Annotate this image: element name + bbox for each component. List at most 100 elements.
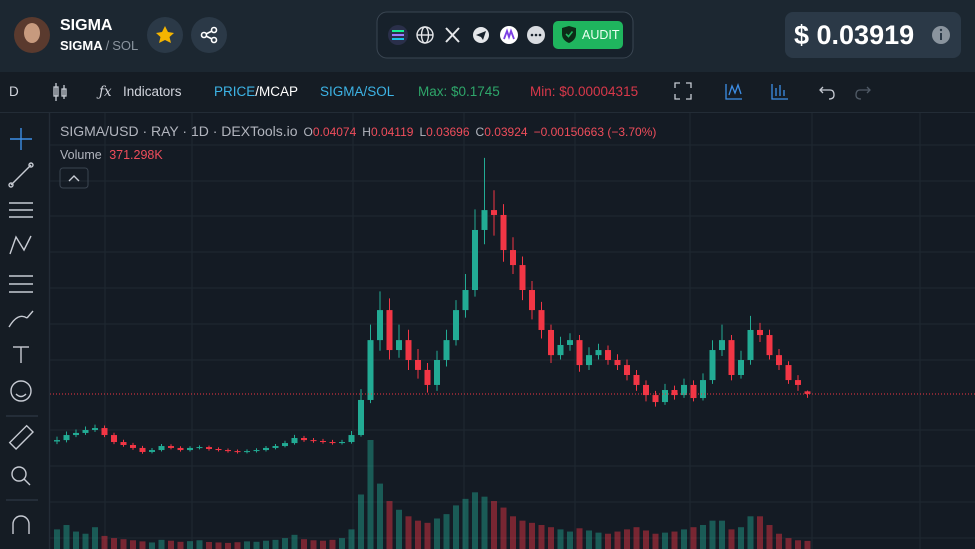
pattern-tool[interactable] (9, 235, 32, 255)
line-tool[interactable] (8, 162, 34, 188)
ruler-tool[interactable] (8, 424, 35, 451)
ohlc-value: 0.04119 (370, 125, 414, 139)
candle-body (234, 451, 241, 453)
favorite-button[interactable] (147, 17, 183, 53)
volume-bar (510, 516, 516, 549)
volume-bar (766, 525, 773, 549)
volume-bar (367, 440, 374, 549)
website-link[interactable] (416, 26, 434, 44)
candle-body (462, 290, 469, 311)
magnet-tool[interactable] (12, 515, 30, 534)
volume-bar (348, 529, 355, 549)
candle-body (510, 250, 516, 266)
volume-bar (652, 533, 659, 549)
candle-body (472, 229, 478, 291)
candles (50, 157, 975, 454)
other-link[interactable] (500, 26, 518, 44)
fullscreen-button[interactable] (674, 82, 692, 100)
candle-body (111, 435, 117, 443)
emoji-tool[interactable] (10, 380, 32, 402)
change-value: −0.00150663 (−3.70%) (533, 125, 657, 139)
crosshair-tool[interactable] (10, 128, 32, 150)
candle-body (177, 447, 184, 451)
redo-button[interactable] (855, 86, 871, 100)
candle-body (320, 440, 326, 443)
pair-quote: SOL (112, 38, 138, 53)
volume-bar (747, 516, 754, 549)
bars-button[interactable] (771, 84, 788, 100)
volume-bar (187, 541, 193, 549)
x-link[interactable] (445, 27, 460, 43)
volume-bar (405, 516, 412, 549)
volume-bar (63, 525, 70, 549)
price-info-button[interactable] (932, 26, 950, 44)
fib-tool[interactable] (9, 202, 33, 218)
token-name: SIGMA (60, 17, 113, 34)
volume-bar (120, 539, 127, 549)
candle-body (538, 310, 545, 330)
measure-lines-tool[interactable] (9, 275, 33, 293)
candle-body (196, 447, 203, 449)
zoom-tool[interactable] (11, 466, 31, 486)
volume-bar (263, 540, 269, 549)
volume-bar (54, 529, 60, 549)
volume-bar (377, 483, 383, 549)
avatar-face (24, 23, 40, 43)
volume-bar (396, 509, 402, 549)
candle-body (101, 428, 108, 436)
chart-type-button[interactable] (52, 82, 68, 102)
candles-button[interactable] (725, 83, 742, 100)
ohlc-key: C (475, 125, 485, 139)
volume-title: Volume (60, 148, 102, 162)
volume-value: 371.298K (109, 148, 163, 162)
candle-body (253, 450, 260, 452)
telegram-link[interactable] (473, 27, 489, 43)
undo-button[interactable] (819, 86, 835, 100)
candle-body (443, 340, 450, 360)
volume-bar (234, 542, 241, 549)
candle-body (187, 447, 193, 451)
volume-bar (614, 531, 621, 549)
volume-bar (339, 538, 345, 549)
solana-link[interactable] (388, 25, 408, 45)
candle-body (728, 340, 735, 376)
volume-bar (82, 533, 89, 549)
volume-bar (700, 525, 706, 549)
volume-bar (73, 531, 79, 549)
text-tool[interactable] (13, 346, 29, 363)
candle-body (415, 359, 421, 370)
more-button[interactable] (527, 26, 545, 44)
volume-bar (320, 540, 326, 549)
indicators-button[interactable]: Indicators (123, 84, 182, 99)
price-mcap-toggle[interactable]: PRICE/MCAP (214, 84, 298, 99)
volume-legend: Volume 371.298K (60, 148, 163, 162)
volume-bar (671, 531, 678, 549)
volume-bar (253, 541, 260, 549)
candle-body (690, 384, 697, 399)
candle-body (671, 390, 678, 396)
volume-bar (709, 520, 716, 549)
volume-bar (272, 539, 279, 549)
volume-bar (139, 541, 146, 549)
candle-body (263, 447, 269, 451)
volume-bar (92, 527, 98, 549)
candle-body (614, 359, 621, 366)
volume-bar (728, 529, 735, 549)
collapse-button[interactable] (59, 167, 89, 189)
volume-bar (681, 529, 687, 549)
candle-body (785, 365, 792, 381)
candle-body (63, 435, 70, 441)
interval-button[interactable]: D (9, 84, 19, 99)
candle-body (386, 310, 393, 351)
pair-toggle[interactable]: SIGMA/SOL (320, 84, 395, 99)
brush-tool[interactable] (8, 310, 34, 328)
share-button[interactable] (191, 17, 227, 53)
volume-bar (130, 540, 136, 549)
candle-body (652, 395, 659, 403)
pair-sep: / (106, 38, 110, 53)
candle-body (130, 444, 136, 448)
audit-button[interactable]: AUDIT (553, 21, 623, 49)
candle-body (149, 450, 155, 452)
volume-bar (453, 505, 459, 549)
